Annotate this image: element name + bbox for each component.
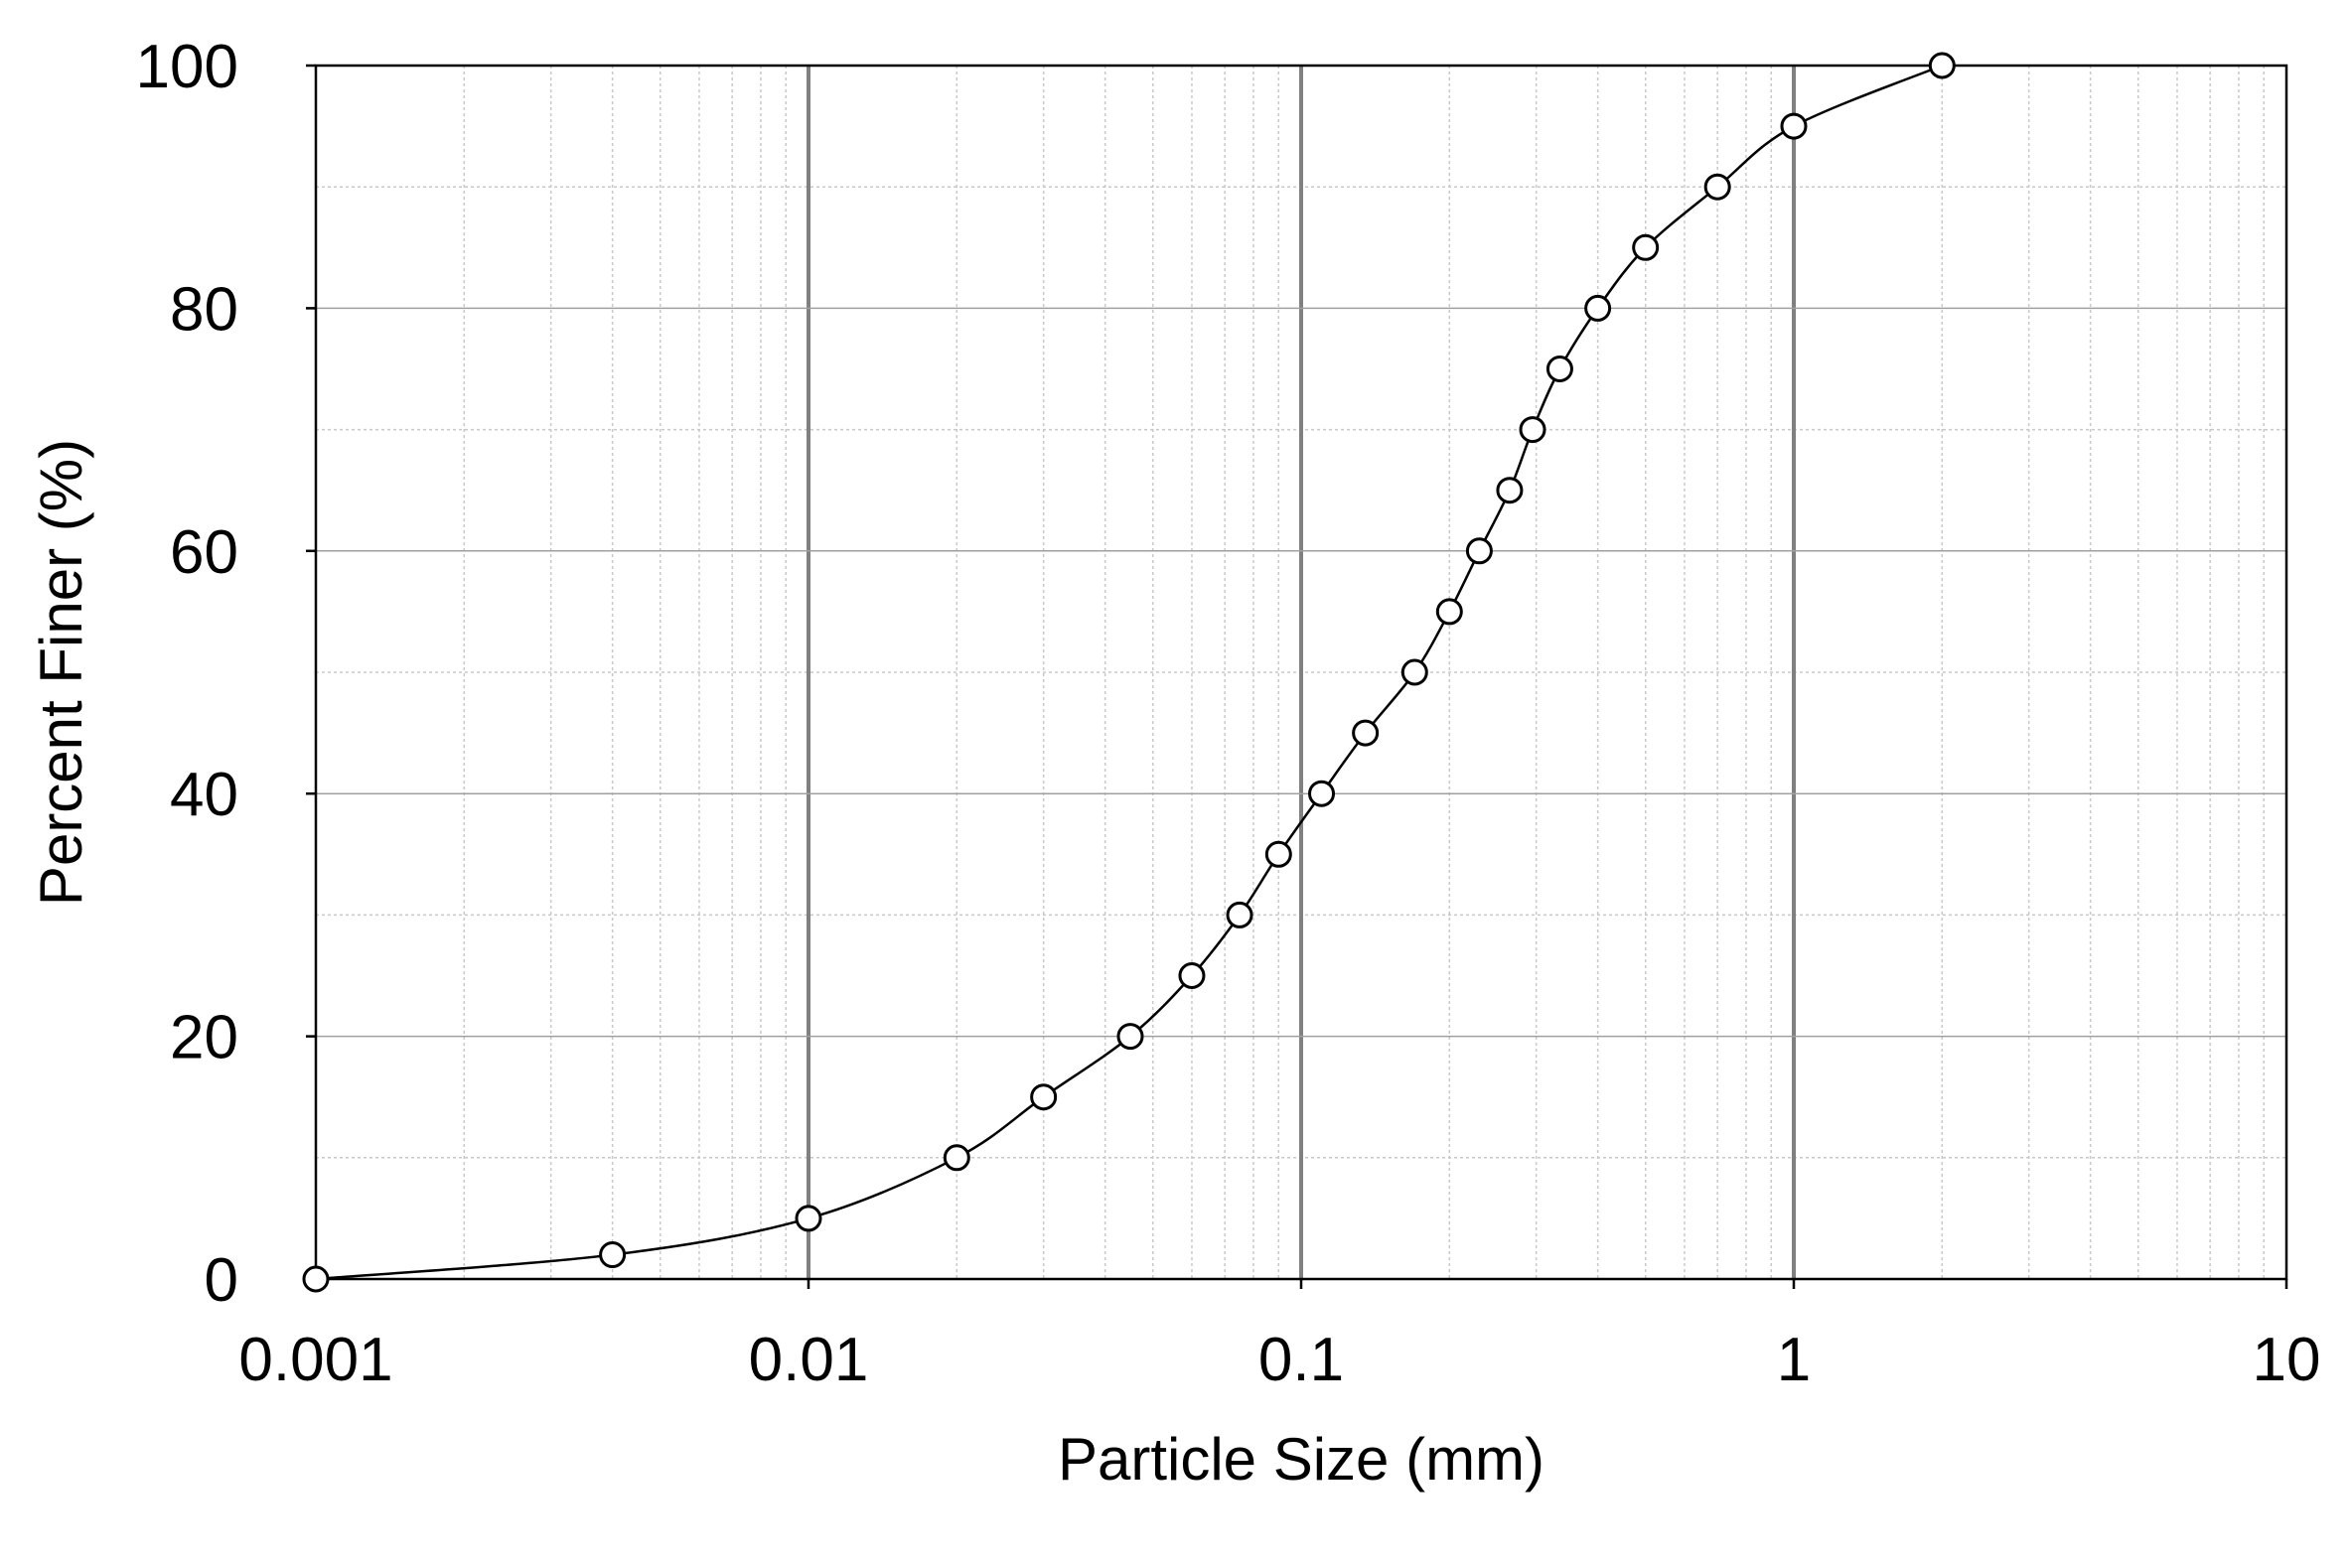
- data-point: [1030, 1083, 1058, 1111]
- data-point: [1545, 356, 1573, 382]
- data-point: [1178, 962, 1206, 989]
- data-point: [1116, 1023, 1144, 1051]
- y-tick-label: 0: [205, 1246, 238, 1315]
- data-point: [1496, 477, 1524, 504]
- data-point: [1264, 840, 1292, 868]
- data-point: [1226, 901, 1253, 928]
- data-point: [1928, 52, 1956, 79]
- y-tick-label: 60: [170, 518, 238, 587]
- data-point: [1632, 233, 1660, 261]
- x-tick-label: 10: [2253, 1326, 2321, 1394]
- data-point: [1435, 598, 1463, 626]
- data-point: [1400, 658, 1428, 686]
- data-point: [1308, 780, 1336, 807]
- data-point: [1465, 537, 1493, 565]
- x-axis-ticks: 0.001 0.01 0.1 1 10: [238, 1279, 2320, 1394]
- data-point: [1584, 294, 1612, 322]
- x-tick-label: 0.001: [238, 1326, 392, 1394]
- y-tick-label: 20: [170, 1004, 238, 1072]
- y-axis-title: Percent Finer (%): [28, 439, 94, 906]
- data-point: [1352, 719, 1380, 747]
- y-tick-label: 100: [136, 33, 238, 101]
- y-tick-label: 40: [170, 761, 238, 829]
- data-point: [1780, 112, 1808, 140]
- data-point: [1703, 173, 1731, 201]
- series-line: [315, 64, 1943, 1281]
- data-point: [599, 1241, 627, 1269]
- data-point: [795, 1205, 822, 1232]
- data-point: [943, 1144, 970, 1172]
- x-tick-label: 0.01: [749, 1326, 869, 1394]
- y-axis-ticks: 0 20 40 60 80 100: [136, 33, 316, 1315]
- x-tick-label: 1: [1777, 1326, 1811, 1394]
- x-axis-title: Particle Size (mm): [1058, 1426, 1544, 1493]
- y-tick-label: 80: [170, 275, 238, 344]
- data-point: [1519, 416, 1546, 444]
- data-point: [302, 1265, 330, 1293]
- data-points: [302, 52, 1956, 1293]
- x-tick-label: 0.1: [1258, 1326, 1344, 1394]
- major-grid: [316, 66, 2286, 1279]
